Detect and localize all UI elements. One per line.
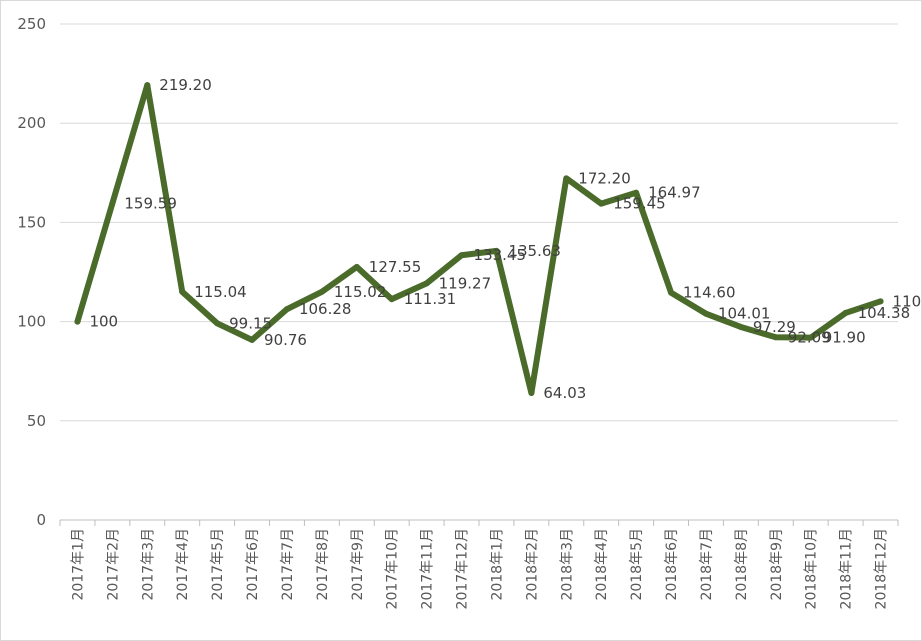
- gridlines: [60, 23, 898, 521]
- data-label: 111.31: [404, 290, 457, 308]
- series-line: [74, 82, 884, 396]
- data-label: 104.38: [858, 304, 911, 322]
- x-tick-label: 2018年1月: [489, 528, 505, 601]
- data-label: 91.90: [823, 329, 866, 347]
- x-tick-label: 2018年3月: [559, 528, 575, 601]
- x-tick-label: 2017年11月: [420, 528, 436, 609]
- data-point: [179, 288, 186, 295]
- data-label: 97.29: [753, 318, 796, 336]
- data-point: [633, 189, 640, 196]
- data-point: [388, 296, 395, 303]
- data-point: [772, 334, 779, 341]
- data-point: [283, 306, 290, 313]
- data-label: 135.63: [508, 242, 561, 260]
- x-tick-label: 2018年8月: [734, 528, 750, 601]
- data-point: [318, 288, 325, 295]
- data-point: [528, 389, 535, 396]
- data-label: 159.45: [613, 195, 666, 213]
- data-point: [458, 252, 465, 259]
- x-tick-label: 2017年12月: [455, 528, 471, 609]
- x-tick-label: 2017年1月: [70, 528, 86, 601]
- data-label: 219.20: [159, 76, 212, 94]
- x-tick-label: 2018年5月: [629, 528, 645, 601]
- y-tick-label: 250: [17, 15, 46, 33]
- data-label: 115.04: [194, 283, 247, 301]
- data-point: [353, 263, 360, 270]
- data-point: [74, 318, 81, 325]
- data-label: 90.76: [264, 331, 307, 349]
- data-label: 119.27: [439, 274, 492, 292]
- x-tick-label: 2017年8月: [315, 528, 331, 601]
- data-label: 100: [89, 313, 118, 331]
- data-label: 172.20: [578, 169, 631, 187]
- x-tick-label: 2018年7月: [699, 528, 715, 601]
- data-point: [493, 247, 500, 254]
- data-point: [214, 320, 221, 327]
- x-tick-label: 2018年2月: [524, 528, 540, 601]
- y-tick-label: 100: [17, 313, 46, 331]
- x-tick-label: 2017年7月: [280, 528, 296, 601]
- data-point: [807, 334, 814, 341]
- data-label: 104.01: [718, 305, 771, 323]
- y-tick-label: 150: [17, 213, 46, 231]
- data-point: [144, 82, 151, 89]
- data-point: [668, 289, 675, 296]
- x-tick-label: 2017年4月: [175, 528, 191, 601]
- data-label: 110.22: [893, 292, 922, 310]
- data-point: [563, 175, 570, 182]
- data-label: 133.45: [474, 246, 526, 264]
- x-tick-label: 2017年2月: [105, 528, 121, 601]
- x-tick-label: 2018年10月: [804, 528, 820, 609]
- x-tick-label: 2017年6月: [245, 528, 261, 601]
- x-tick-label: 2018年12月: [874, 528, 890, 609]
- data-point: [109, 200, 116, 207]
- x-tick-label: 2018年9月: [769, 528, 785, 601]
- data-point: [842, 309, 849, 316]
- data-label: 127.55: [369, 258, 422, 276]
- x-tick-label: 2017年9月: [350, 528, 366, 601]
- x-tick-label: 2017年3月: [140, 528, 156, 601]
- data-point: [737, 323, 744, 330]
- data-point: [249, 336, 256, 343]
- data-point: [702, 310, 709, 317]
- data-label: 64.03: [543, 384, 586, 402]
- x-tick-label: 2018年4月: [594, 528, 610, 601]
- data-label: 115.02: [334, 283, 387, 301]
- data-label: 159.59: [124, 194, 177, 212]
- data-point: [598, 200, 605, 207]
- data-label: 114.60: [683, 284, 736, 302]
- data-point: [877, 298, 884, 305]
- y-tick-label: 0: [36, 511, 46, 529]
- x-tick-label: 2017年5月: [210, 528, 226, 601]
- x-tick-label: 2017年10月: [385, 528, 401, 609]
- data-label: 99.15: [229, 314, 272, 332]
- data-label: 164.97: [648, 184, 701, 202]
- y-tick-label: 50: [27, 412, 46, 430]
- x-tick-label: 2018年6月: [664, 528, 680, 601]
- data-point: [423, 280, 430, 287]
- x-tick-label: 2018年11月: [839, 528, 855, 609]
- data-label: 106.28: [299, 300, 352, 318]
- data-label: 92.09: [788, 328, 831, 346]
- y-tick-label: 200: [17, 114, 46, 132]
